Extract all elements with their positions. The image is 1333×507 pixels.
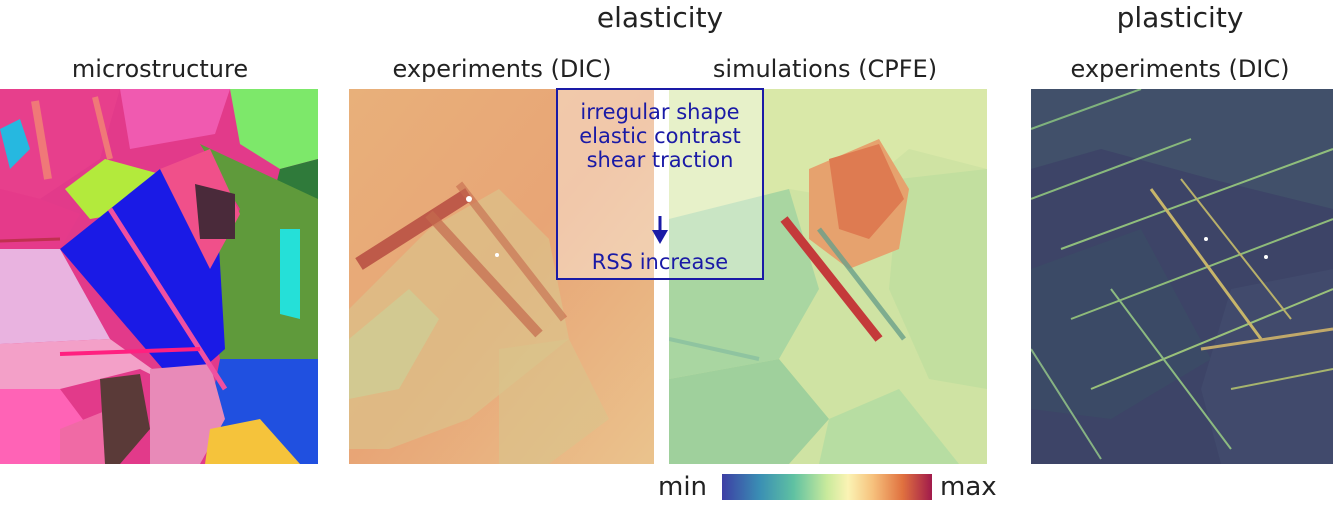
callout-line-3: shear traction	[586, 148, 734, 172]
experiments-plastic-title: experiments (DIC)	[1070, 55, 1290, 83]
simulations-map	[669, 89, 987, 464]
experiments-elastic-title: experiments (DIC)	[392, 55, 612, 83]
colorbar-max-label: max	[940, 472, 997, 502]
callout-line-1: irregular shape	[580, 100, 740, 124]
colorbar-min-label: min	[658, 472, 708, 502]
experiments-plastic-map	[1031, 89, 1333, 464]
callout-result: RSS increase	[591, 250, 729, 274]
simulations-title: simulations (CPFE)	[712, 55, 938, 83]
colorbar	[722, 474, 932, 500]
experiments-elastic-map	[349, 89, 654, 464]
callout-line-2: elastic contrast	[579, 124, 741, 148]
microstructure-title: microstructure	[71, 55, 249, 83]
annotation-callout: irregular shape elastic contrast shear t…	[556, 88, 764, 280]
elasticity-header: elasticity	[596, 1, 724, 34]
down-arrow-icon	[652, 216, 668, 244]
microstructure-map	[0, 89, 318, 464]
plasticity-header: plasticity	[1116, 1, 1244, 34]
